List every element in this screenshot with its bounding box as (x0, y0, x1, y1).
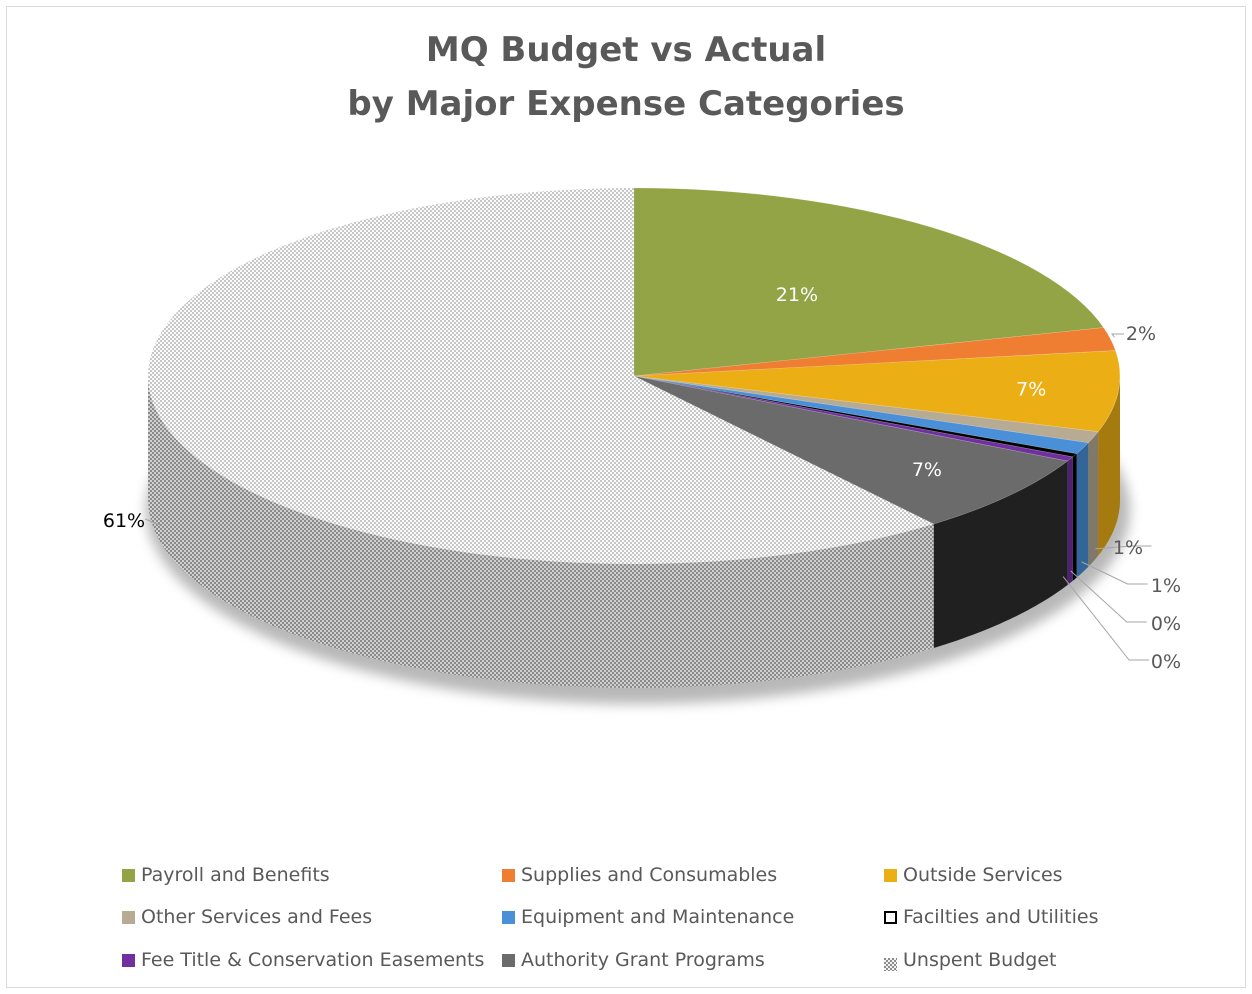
data-label-3: 1% (1113, 537, 1143, 559)
legend-label-3: Other Services and Fees (141, 906, 373, 928)
legend-item-1: Supplies and Consumables (502, 864, 777, 886)
data-label-1: 2% (1126, 323, 1156, 345)
legend-item-0: Payroll and Benefits (122, 864, 330, 886)
legend-swatch-3 (122, 910, 135, 924)
legend-item-4: Equipment and Maintenance (502, 906, 794, 928)
pie-side-4 (1076, 442, 1089, 578)
pie-slice-0 (633, 187, 1105, 377)
legend-swatch-8 (884, 954, 897, 971)
legend-item-2: Outside Services (884, 864, 1063, 886)
data-label-7: 7% (912, 459, 942, 481)
legend-label-4: Equipment and Maintenance (521, 906, 795, 928)
legend-label-8: Unspent Budget (903, 949, 1057, 971)
legend-item-6: Fee Title & Conservation Easements (122, 949, 484, 971)
data-label-5: 0% (1151, 613, 1181, 635)
legend-item-8: Unspent Budget (884, 949, 1056, 971)
pie-side-6 (1067, 456, 1073, 586)
legend-swatch-6 (122, 953, 135, 967)
legend-swatch-2 (884, 868, 897, 882)
pie-side-5 (1072, 453, 1077, 581)
legend-swatch-1 (502, 868, 515, 882)
data-label-6: 0% (1151, 651, 1181, 673)
pie-slice-5 (633, 375, 1078, 458)
legend-label-0: Payroll and Benefits (141, 864, 330, 886)
legend-swatch-4 (502, 910, 515, 924)
legend-label-2: Outside Services (903, 864, 1063, 886)
pie-slice-7 (633, 375, 1069, 525)
leader-line-5 (1070, 570, 1147, 623)
legend-swatch-7 (502, 953, 515, 967)
legend-label-1: Supplies and Consumables (521, 864, 778, 886)
pie-slice-3 (633, 375, 1099, 444)
pie-side-7 (933, 461, 1068, 648)
legend-label-6: Fee Title & Conservation Easements (141, 949, 485, 971)
leader-line-4 (1081, 561, 1148, 585)
leader-line-3 (1095, 545, 1152, 550)
pie-slice-6 (633, 375, 1074, 462)
pie-side-3 (1088, 431, 1099, 567)
leader-line-8 (144, 518, 161, 526)
pie-side-8 (148, 376, 934, 688)
leader-line-6 (1062, 576, 1150, 661)
data-label-0: 21% (776, 284, 818, 306)
data-label-2: 7% (1016, 379, 1046, 401)
legend-label-5: Facilties and Utilities (903, 906, 1099, 928)
legend-item-3: Other Services and Fees (122, 906, 372, 928)
data-label-8: 61% (103, 510, 145, 532)
leader-line-1 (1110, 333, 1124, 338)
legend-swatch-0 (122, 868, 135, 882)
chart-title-line1: MQ Budget vs Actual (425, 30, 827, 70)
legend-item-5: Facilties and Utilities (884, 906, 1098, 928)
pie-slice-1 (633, 327, 1116, 377)
pie-slice-4 (633, 375, 1089, 455)
pie-slice-2 (633, 350, 1121, 433)
data-label-4: 1% (1151, 575, 1181, 597)
pie-side-2 (1098, 376, 1120, 556)
legend-label-7: Authority Grant Programs (521, 949, 765, 971)
legend-swatch-5 (884, 910, 897, 924)
legend-item-7: Authority Grant Programs (502, 949, 765, 971)
chart-title-line2: by Major Expense Categories (347, 84, 905, 124)
pie-slice-8 (148, 188, 934, 564)
